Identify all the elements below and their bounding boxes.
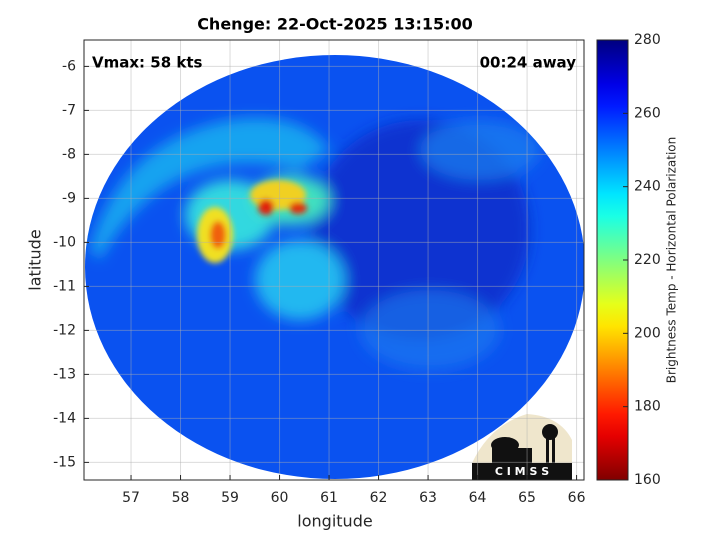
colorbar-tick-label: 280 [634,32,661,48]
colorbar-tick-label: 260 [634,105,661,121]
y-tick-label: -9 [62,190,76,206]
plot-frame [83,39,585,481]
colorbar-tick-label: 180 [634,399,661,415]
x-tick-label: 59 [221,490,239,506]
swath-image: C I M S S [85,55,584,480]
y-tick-label: -14 [53,410,76,426]
logo-text: C I M S S [495,465,549,478]
x-tick-label: 65 [518,490,536,506]
x-tick-label: 57 [122,490,140,506]
x-axis-label: longitude [297,512,372,531]
colorbar-tick-label: 200 [634,325,661,341]
y-tick-label: -13 [53,366,76,382]
y-tick-label: -10 [53,234,76,250]
annotation: Vmax: 58 kts [92,54,202,72]
colorbar-tick-label: 220 [634,252,661,268]
x-tick-label: 64 [469,490,487,506]
chart-title: Chenge: 22-Oct-2025 13:15:00 [197,15,473,34]
x-tick-label: 60 [271,490,289,506]
x-tick-label: 63 [419,490,437,506]
colorbar-tick-label: 160 [634,472,661,488]
x-tick-label: 58 [172,490,190,506]
x-tick-label: 66 [568,490,586,506]
annotation: 00:24 away [480,54,577,72]
x-tick-label: 62 [370,490,388,506]
colorbar-label: Brightness Temp - Horizontal Polarizatio… [665,137,679,384]
colorbar-tick-label: 240 [634,179,661,195]
y-tick-label: -8 [62,146,76,162]
y-axis-label: latitude [26,229,45,290]
y-tick-label: -12 [53,322,76,338]
y-tick-label: -6 [62,58,76,74]
y-tick-label: -7 [62,102,76,118]
logo-bar [472,463,572,480]
y-tick-label: -11 [53,278,76,294]
y-tick-label: -15 [53,454,76,470]
x-tick-label: 61 [320,490,338,506]
